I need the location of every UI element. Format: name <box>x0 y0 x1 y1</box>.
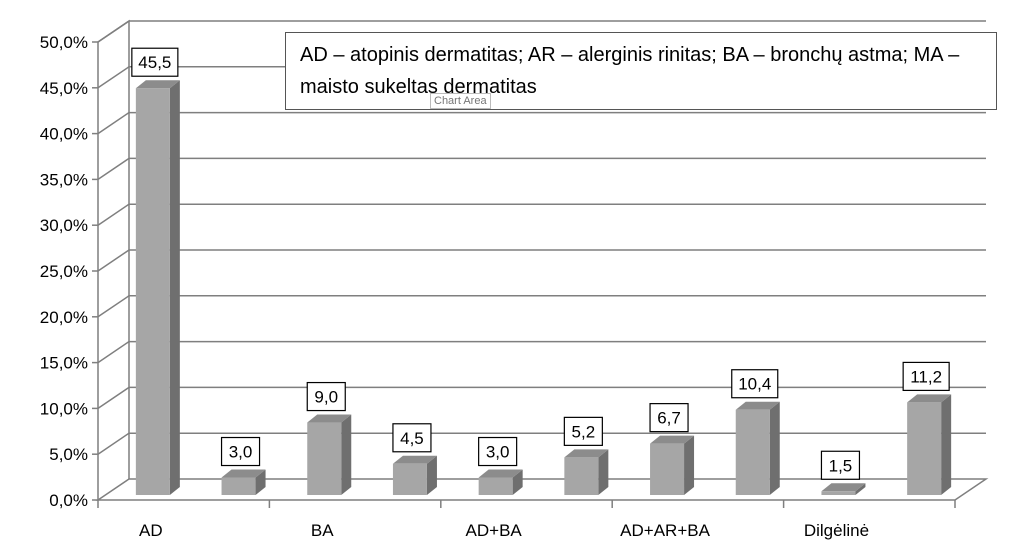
bar <box>735 409 770 495</box>
data-label-box <box>220 436 261 467</box>
y-tick-label: 25,0% <box>40 262 88 281</box>
bar-top <box>650 435 695 444</box>
bar-side <box>169 80 180 495</box>
bar <box>392 463 427 495</box>
y-tick-label: 5,0% <box>49 445 88 464</box>
gridline <box>97 340 986 364</box>
data-label-box <box>306 381 346 412</box>
bar-side <box>941 394 952 495</box>
bar-top <box>392 455 437 464</box>
data-label: 6,7 <box>657 409 681 428</box>
data-label-box <box>478 436 518 467</box>
chart-area-tooltip: Chart Area <box>430 93 491 109</box>
data-label: 45,5 <box>138 53 171 72</box>
x-tick-label: BA <box>311 521 334 540</box>
data-label-box <box>649 403 689 433</box>
gridline <box>97 203 986 226</box>
bar-side <box>341 414 352 495</box>
bar-top <box>478 469 523 478</box>
bar-side <box>426 455 437 495</box>
x-tick-label: Dilgėlinė <box>804 521 869 540</box>
bar <box>650 443 685 495</box>
bar <box>307 422 342 495</box>
y-tick-label: 40,0% <box>40 125 88 144</box>
gridline <box>97 432 986 455</box>
data-label: 4,5 <box>400 429 424 448</box>
bars <box>135 80 952 495</box>
y-tick-label: 35,0% <box>40 170 88 189</box>
y-tick-label: 0,0% <box>49 491 88 510</box>
abbreviation-note: AD – atopinis dermatitas; AR – alerginis… <box>285 32 997 110</box>
data-label: 10,4 <box>738 375 771 394</box>
x-axis: AD BA AD+BA AD+AR+BA Dilgėlinė <box>97 500 956 540</box>
gridline <box>97 157 986 181</box>
bar <box>821 491 856 495</box>
data-label-box <box>820 450 861 480</box>
bar-side <box>684 435 695 495</box>
y-tick-label: 50,0% <box>40 33 88 52</box>
bar <box>135 88 170 495</box>
bar-top <box>735 401 780 410</box>
bar-side <box>255 469 266 495</box>
y-tick-label: 30,0% <box>40 216 88 235</box>
bar-side <box>512 469 523 495</box>
y-tick-label: 20,0% <box>40 308 88 327</box>
data-label-box <box>131 47 179 77</box>
x-tick-label: AD+AR+BA <box>620 521 710 540</box>
gridline <box>97 20 986 43</box>
x-tick-label: AD <box>139 521 163 540</box>
floor <box>95 478 989 501</box>
data-label-box <box>563 416 603 446</box>
bar-top <box>564 449 609 458</box>
data-label: 1,5 <box>829 456 853 475</box>
data-label: 5,2 <box>572 422 596 441</box>
x-tick-label: AD+BA <box>466 521 523 540</box>
data-label: 3,0 <box>229 443 253 462</box>
gridline <box>97 386 986 410</box>
gridline <box>97 249 986 272</box>
data-label-box <box>392 423 432 453</box>
data-label-box <box>902 361 950 392</box>
data-label: 3,0 <box>486 443 510 462</box>
gridline <box>97 111 986 135</box>
bar <box>478 477 513 495</box>
data-labels: 45,5 3,0 9,0 4,5 3,0 5,2 6,7 10,4 1,5 11,2 <box>131 47 950 480</box>
bar-top <box>907 394 952 403</box>
bar-top <box>135 80 180 89</box>
bar-top <box>307 414 352 423</box>
data-label: 11,2 <box>910 367 942 386</box>
data-label: 9,0 <box>314 388 338 407</box>
bar <box>907 402 942 495</box>
left-wall-edge <box>97 19 130 479</box>
bar-top <box>221 469 266 478</box>
bar <box>221 477 256 495</box>
bar <box>564 457 599 495</box>
bar-top <box>821 483 866 492</box>
y-tick-labels: 0,0% 5,0% 10,0% 15,0% 20,0% 25,0% 30,0% 35,0% 40… <box>40 33 88 510</box>
y-tick-label: 10,0% <box>40 399 88 418</box>
y-tick-label: 45,0% <box>40 79 88 98</box>
gridline <box>97 295 986 318</box>
bar-side <box>598 449 609 495</box>
bar-side <box>855 483 866 495</box>
data-label-box <box>731 369 779 399</box>
gridlines <box>92 20 986 501</box>
y-tick-label: 15,0% <box>40 354 88 373</box>
bar-side <box>769 401 780 495</box>
